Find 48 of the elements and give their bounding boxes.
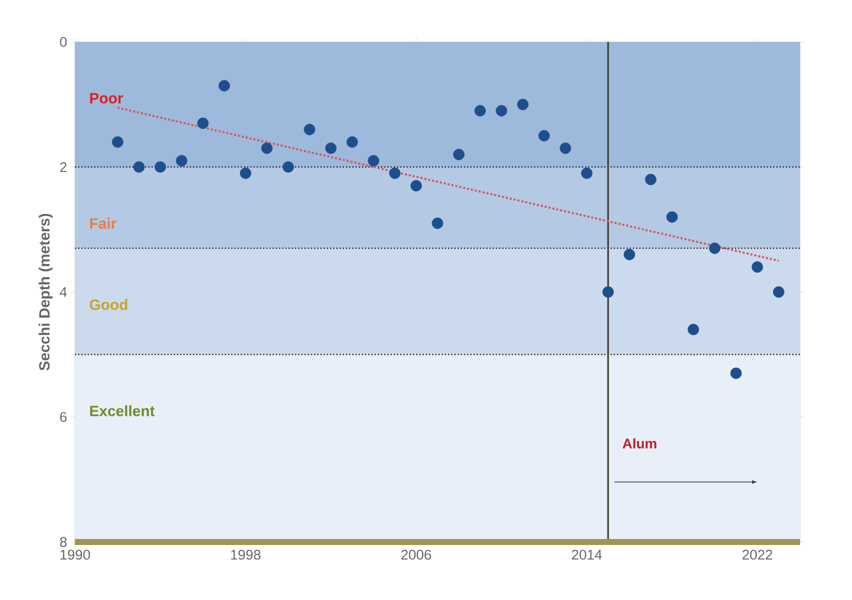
point xyxy=(666,211,678,223)
point xyxy=(645,174,656,186)
x-tick-label: 2014 xyxy=(572,550,602,560)
y-tick-label: 0 xyxy=(60,37,67,47)
point xyxy=(346,136,358,148)
band-label: Excellent xyxy=(90,405,155,416)
point xyxy=(261,142,273,154)
ref-line-label: Alum xyxy=(622,438,656,448)
point xyxy=(752,261,764,273)
y-tick-label: 8 xyxy=(60,537,67,547)
band-label: Fair xyxy=(90,218,116,229)
point xyxy=(453,148,465,160)
x-tick-label: 1990 xyxy=(60,550,90,560)
band-label: Poor xyxy=(90,93,124,104)
point xyxy=(240,168,252,179)
y-tick-label: 6 xyxy=(60,412,67,422)
point xyxy=(474,105,486,116)
y-tick-label: 2 xyxy=(60,162,67,172)
point xyxy=(133,161,145,173)
point xyxy=(325,142,337,154)
x-tick-label: 2006 xyxy=(401,550,432,560)
point xyxy=(773,286,784,298)
point xyxy=(624,248,636,260)
y-tick-label: 4 xyxy=(60,287,67,297)
y-axis-title: Secchi Depth (meters) xyxy=(38,214,53,370)
band-label: Good xyxy=(90,299,128,310)
point xyxy=(602,286,614,298)
point xyxy=(389,168,401,179)
point xyxy=(410,180,422,192)
x-tick-label: 2022 xyxy=(742,550,772,560)
point xyxy=(304,124,316,136)
point xyxy=(112,136,124,148)
point xyxy=(730,368,742,379)
point xyxy=(496,105,508,116)
point xyxy=(538,130,550,142)
point xyxy=(581,168,592,179)
point xyxy=(709,242,720,254)
point xyxy=(432,218,444,229)
point xyxy=(197,118,209,129)
point xyxy=(560,142,572,154)
point xyxy=(368,155,380,166)
x-tick-label: 1998 xyxy=(231,550,260,560)
point xyxy=(176,155,188,166)
point xyxy=(688,324,700,336)
point xyxy=(218,80,230,92)
point xyxy=(517,98,528,110)
point xyxy=(154,161,166,173)
point xyxy=(282,161,294,173)
